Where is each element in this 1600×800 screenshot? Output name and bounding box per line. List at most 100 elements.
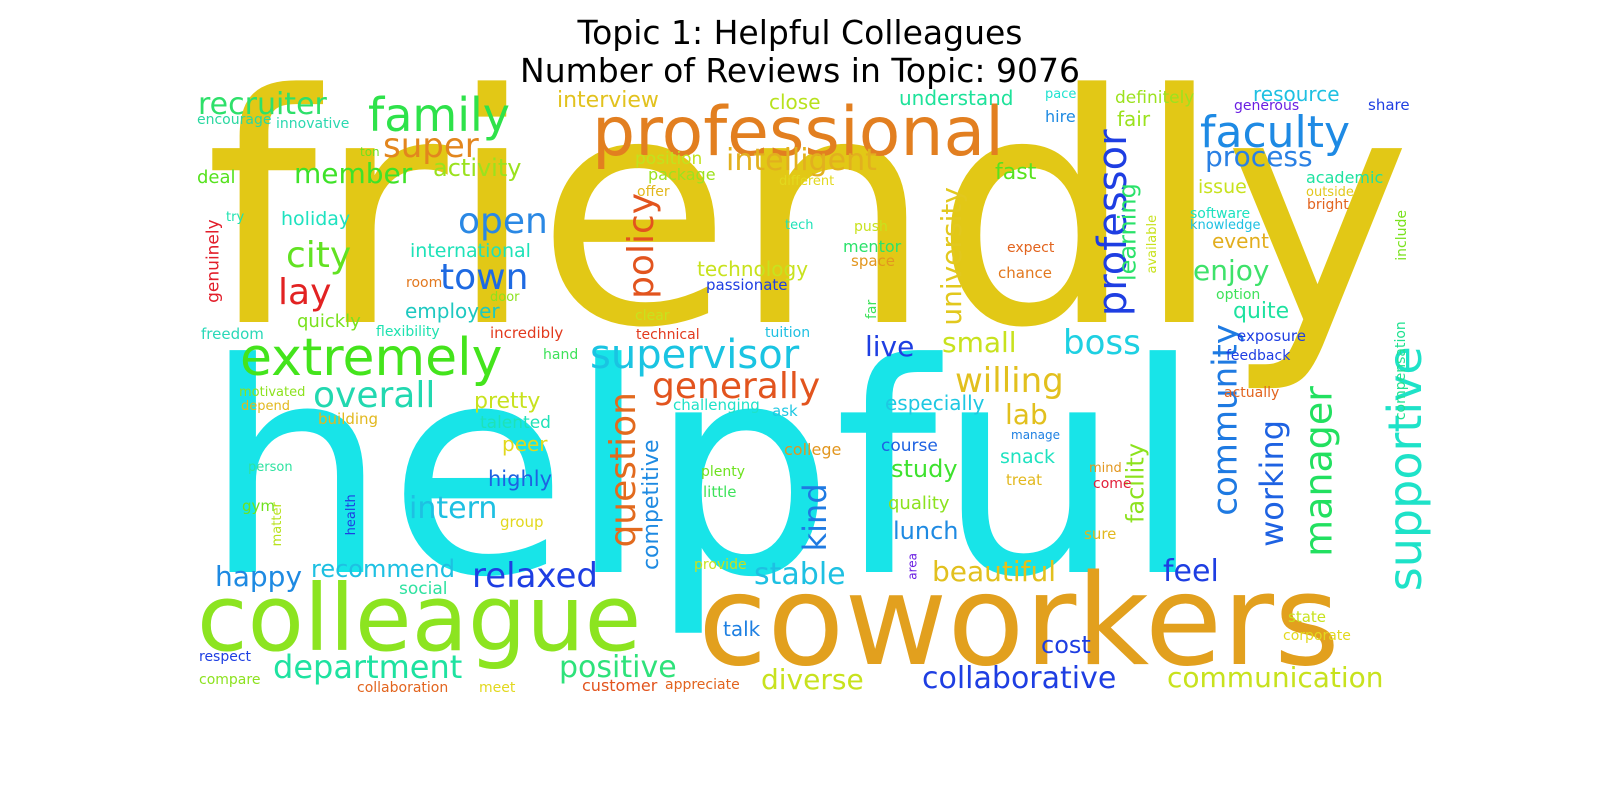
word-resource: resource bbox=[1253, 82, 1340, 106]
word-depend: depend bbox=[241, 399, 290, 414]
word-mind: mind bbox=[1089, 461, 1122, 476]
word-helpful: helpful bbox=[203, 301, 1203, 641]
word-hand: hand bbox=[543, 347, 578, 363]
word-compensation: compensation bbox=[1393, 321, 1409, 420]
word-coworkers: coworkers bbox=[698, 547, 1340, 694]
word-provide: provide bbox=[694, 557, 747, 573]
word-meet: meet bbox=[479, 680, 516, 696]
word-definitely: definitely bbox=[1115, 88, 1194, 108]
word-recruiter: recruiter bbox=[198, 87, 328, 122]
word-feel: feel bbox=[1163, 554, 1219, 589]
word-professor: professor bbox=[1090, 129, 1136, 316]
word-small: small bbox=[942, 326, 1017, 359]
word-holiday: holiday bbox=[281, 208, 350, 230]
word-appreciate: appreciate bbox=[665, 677, 740, 693]
word-room: room bbox=[406, 275, 442, 291]
word-motivated: motivated bbox=[239, 385, 305, 400]
word-stable: stable bbox=[754, 557, 846, 592]
word-exposure: exposure bbox=[1237, 327, 1306, 345]
word-bright: bright bbox=[1307, 197, 1349, 213]
word-fair: fair bbox=[1117, 107, 1151, 131]
word-option: option bbox=[1216, 287, 1260, 303]
word-genuinely: genuinely bbox=[203, 219, 223, 303]
word-space: space bbox=[851, 252, 895, 270]
word-course: course bbox=[881, 436, 938, 456]
word-supportive: supportive bbox=[1378, 346, 1432, 591]
word-learning: learning bbox=[1114, 183, 1142, 281]
word-intern: intern bbox=[409, 491, 497, 526]
word-manage: manage bbox=[1011, 428, 1060, 442]
word-gym: gym bbox=[242, 497, 275, 515]
word-supervisor: supervisor bbox=[590, 332, 800, 378]
word-quickly: quickly bbox=[297, 311, 361, 332]
word-knowledge: knowledge bbox=[1190, 218, 1260, 233]
word-outside: outside bbox=[1306, 185, 1354, 200]
word-city: city bbox=[286, 235, 351, 276]
word-especially: especially bbox=[885, 391, 985, 415]
word-position: position bbox=[635, 149, 702, 169]
word-technology: technology bbox=[697, 257, 808, 281]
word-offer: offer bbox=[637, 184, 670, 200]
word-try: try bbox=[226, 210, 244, 225]
word-corporate: corporate bbox=[1283, 628, 1351, 644]
word-generally: generally bbox=[652, 366, 820, 407]
word-manager: manager bbox=[1297, 386, 1341, 557]
word-far: far bbox=[864, 300, 880, 320]
word-come: come bbox=[1093, 476, 1132, 492]
chart-title: Topic 1: Helpful Colleagues bbox=[577, 13, 1023, 52]
word-freedom: freedom bbox=[201, 325, 264, 343]
chart-subtitle: Number of Reviews in Topic: 9076 bbox=[520, 51, 1080, 90]
word-university: university bbox=[935, 187, 968, 326]
word-respect: respect bbox=[199, 649, 252, 665]
word-international: international bbox=[410, 240, 531, 262]
word-health: health bbox=[344, 494, 359, 535]
word-activity: activity bbox=[433, 154, 521, 182]
word-question: question bbox=[603, 392, 644, 548]
word-study: study bbox=[891, 455, 958, 483]
word-communication: communication bbox=[1167, 661, 1384, 694]
word-interview: interview bbox=[557, 88, 659, 113]
word-tuition: tuition bbox=[765, 325, 810, 341]
word-family: family bbox=[368, 88, 510, 142]
word-relaxed: relaxed bbox=[472, 556, 598, 596]
word-compare: compare bbox=[199, 672, 260, 688]
word-state: state bbox=[1288, 608, 1326, 626]
word-pretty: pretty bbox=[474, 389, 540, 414]
word-pace: pace bbox=[1045, 87, 1076, 102]
word-diverse: diverse bbox=[761, 663, 864, 696]
word-willing: willing bbox=[955, 361, 1064, 401]
word-plenty: plenty bbox=[701, 464, 745, 480]
word-facility: facility bbox=[1122, 443, 1150, 523]
word-generous: generous bbox=[1234, 98, 1299, 114]
word-event: event bbox=[1212, 229, 1269, 253]
word-town: town bbox=[440, 257, 528, 298]
word-quite: quite bbox=[1233, 299, 1289, 324]
word-mentor: mentor bbox=[843, 237, 902, 256]
word-available: available bbox=[1145, 215, 1160, 274]
word-ask: ask bbox=[772, 402, 798, 420]
word-feedback: feedback bbox=[1226, 348, 1291, 364]
word-positive: positive bbox=[559, 650, 677, 685]
word-encourage: encourage bbox=[197, 112, 271, 128]
word-deal: deal bbox=[197, 167, 236, 188]
word-department: department bbox=[273, 648, 462, 686]
word-share: share bbox=[1368, 96, 1410, 114]
word-flexibility: flexibility bbox=[376, 324, 440, 340]
word-live: live bbox=[865, 330, 914, 363]
word-open: open bbox=[458, 201, 548, 242]
word-boss: boss bbox=[1063, 323, 1141, 363]
word-collaborative: collaborative bbox=[922, 661, 1116, 696]
word-lunch: lunch bbox=[893, 517, 959, 545]
word-expect: expect bbox=[1007, 240, 1055, 256]
word-ton: ton bbox=[360, 145, 380, 159]
word-quality: quality bbox=[888, 493, 950, 514]
word-colleague: colleague bbox=[197, 565, 641, 672]
word-understand: understand bbox=[899, 86, 1013, 110]
word-process: process bbox=[1205, 140, 1313, 173]
word-incredibly: incredibly bbox=[490, 324, 563, 342]
word-kind: kind bbox=[796, 483, 834, 551]
word-treat: treat bbox=[1006, 471, 1042, 489]
word-actually: actually bbox=[1224, 385, 1279, 401]
word-challenging: challenging bbox=[673, 396, 760, 414]
word-policy: policy bbox=[621, 193, 662, 299]
